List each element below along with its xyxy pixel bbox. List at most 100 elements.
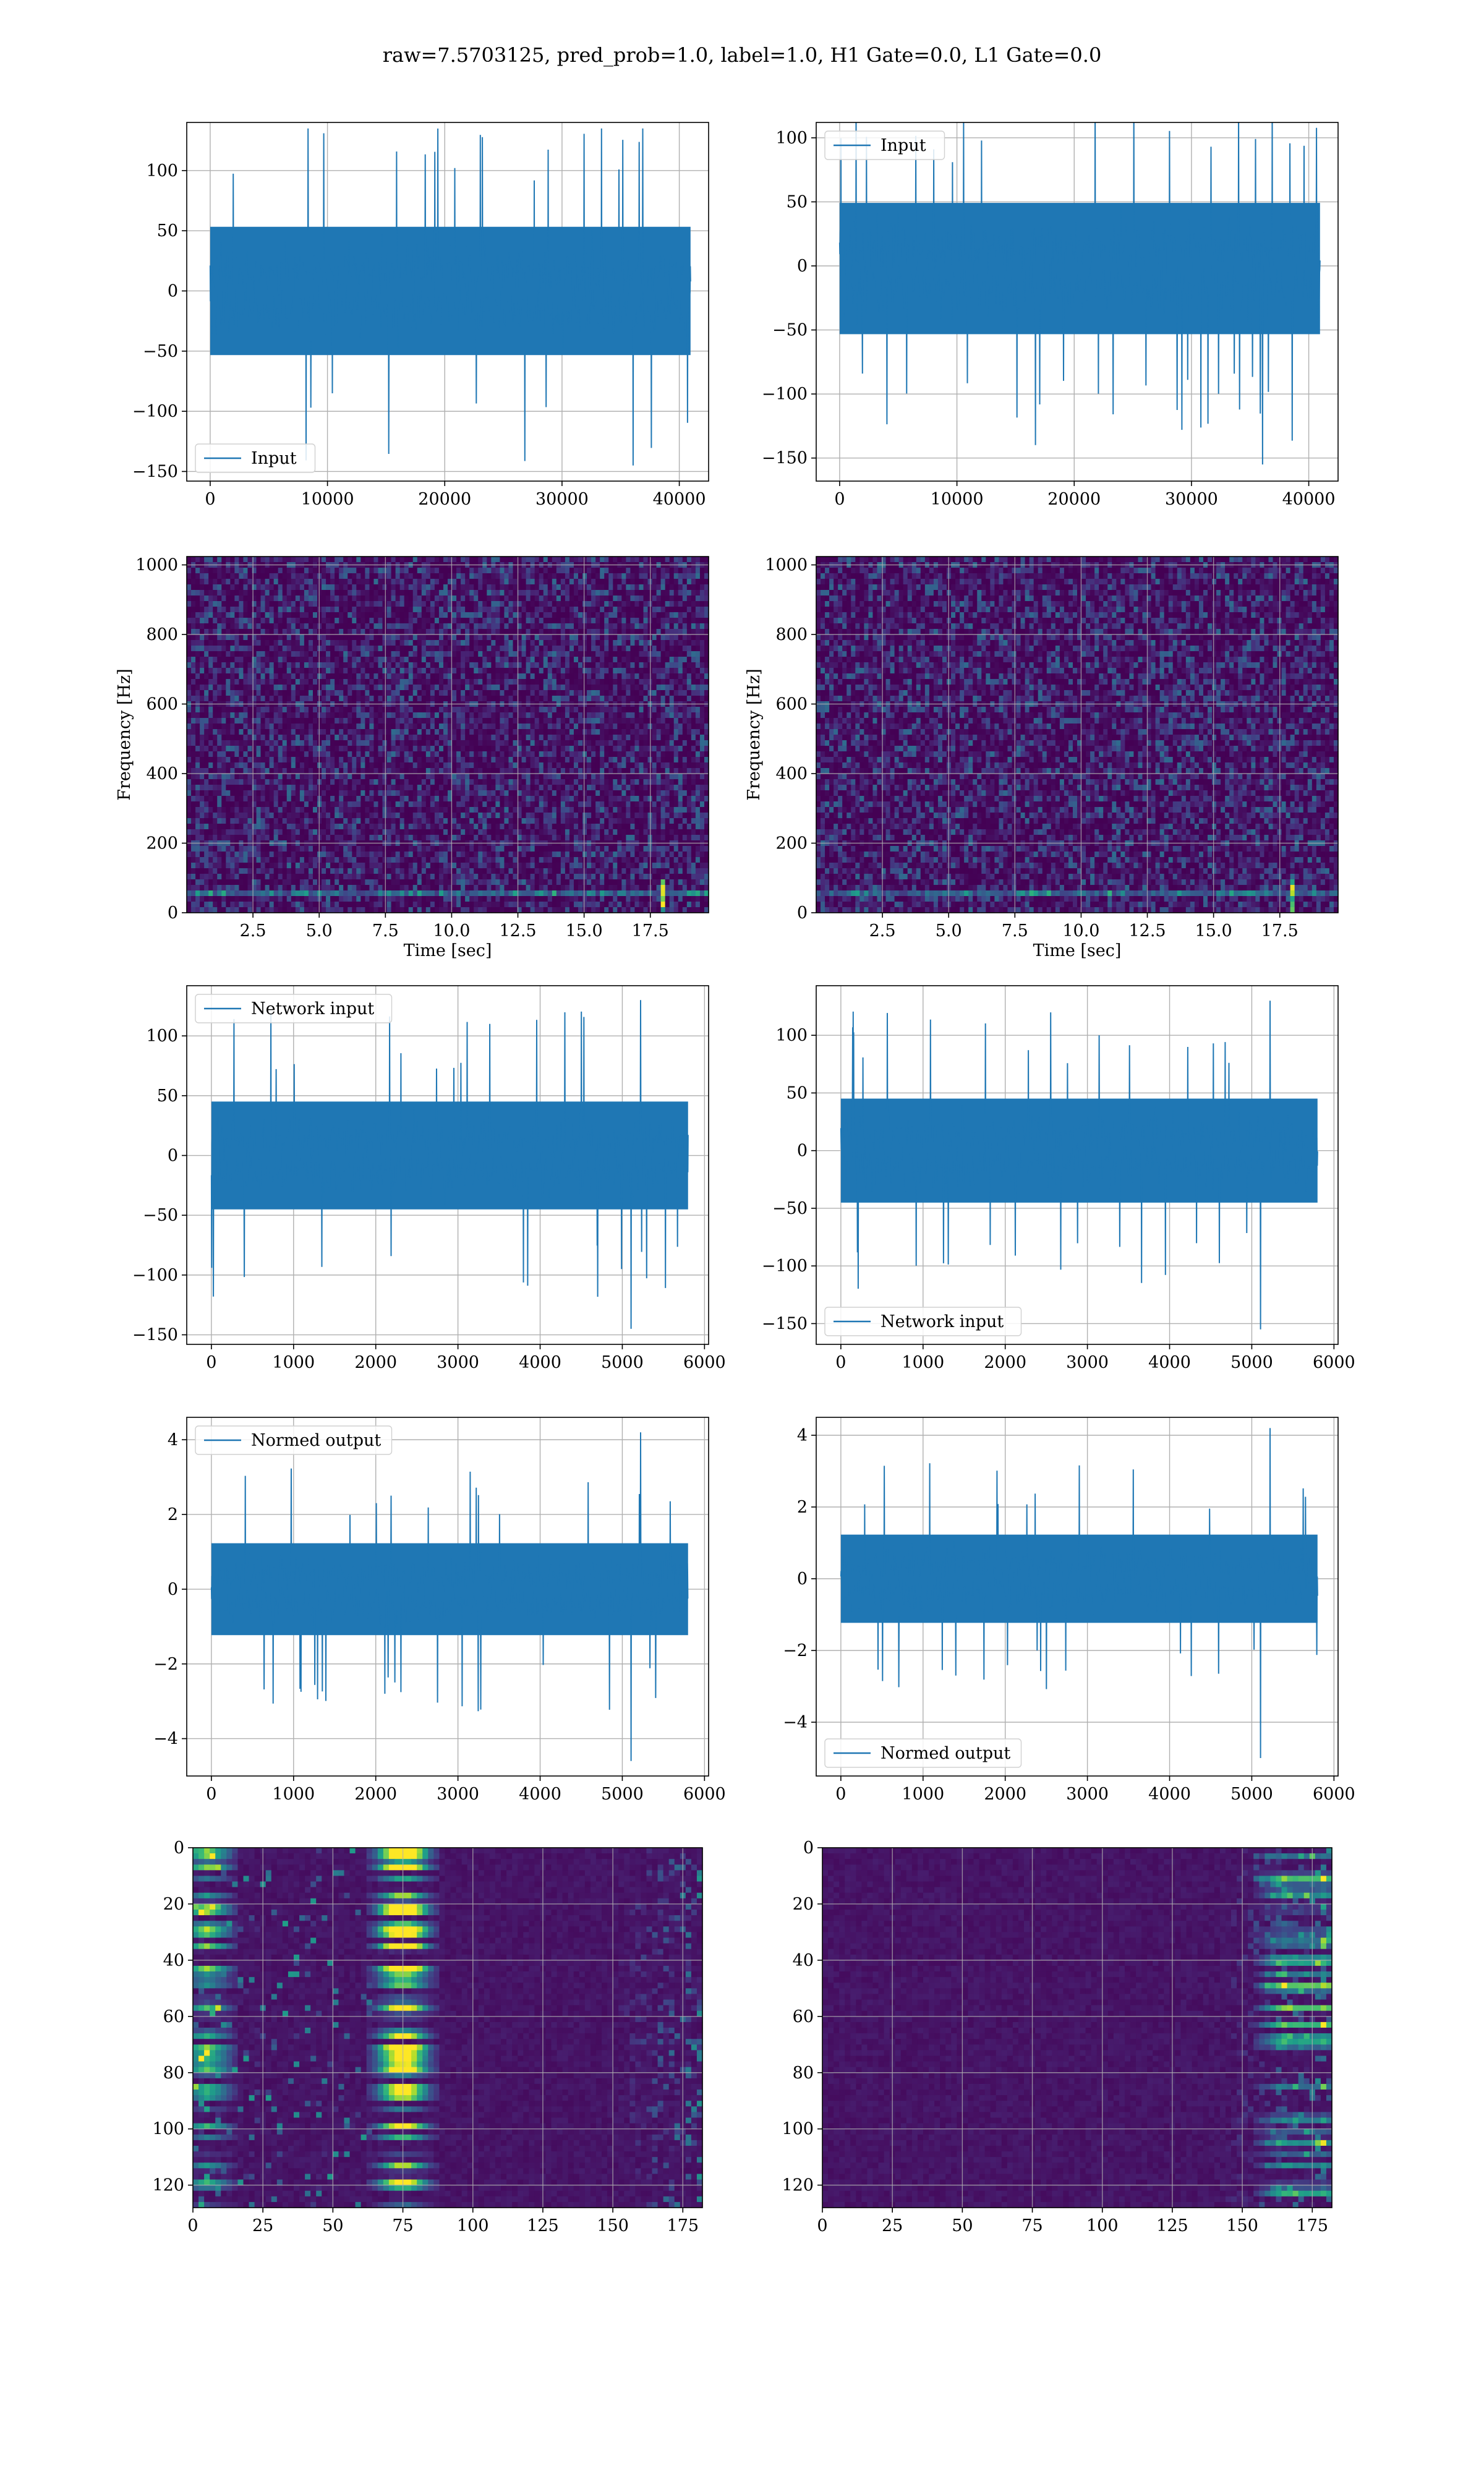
spectrogram-cell [661, 668, 666, 674]
spectrogram-cell [413, 662, 418, 668]
spectrogram-cell [330, 640, 335, 646]
spectrogram-cell [378, 696, 383, 702]
spectrogram-cell [696, 718, 701, 724]
spectrogram-cell [443, 618, 448, 624]
spectrogram-cell [617, 596, 622, 602]
spectrogram-cell [296, 623, 301, 630]
spectrogram-cell [696, 679, 701, 685]
spectrogram-cell [626, 673, 631, 680]
spectrogram-cell [456, 724, 461, 730]
spectrogram-cell [226, 657, 231, 663]
spectrogram-cell [230, 724, 235, 730]
spectrogram-cell [465, 679, 470, 685]
figure-title: raw=7.5703125, pred_prob=1.0, label=1.0,… [0, 43, 1484, 67]
spectrogram-cell [352, 634, 357, 641]
spectrogram-cell [352, 623, 357, 630]
spectrogram-cell [404, 768, 409, 774]
spectrogram-cell [283, 629, 288, 635]
spectrogram-cell [291, 651, 296, 657]
spectrogram-cell [578, 712, 583, 719]
spectrogram-cell [278, 662, 283, 668]
spectrogram-cell [296, 774, 301, 780]
spectrogram-cell [531, 584, 535, 591]
spectrogram-cell [621, 679, 626, 685]
spectrogram-cell [674, 640, 679, 646]
spectrogram-cell [335, 634, 339, 641]
spectrogram-cell [683, 596, 688, 602]
spectrogram-cell [691, 629, 696, 635]
spectrogram-cell [500, 685, 505, 691]
spectrogram-cell [373, 740, 378, 746]
spectrogram-cell [270, 779, 275, 785]
spectrogram-cell [652, 573, 657, 579]
spectrogram-cell [591, 707, 596, 713]
spectrogram-cell [426, 757, 431, 763]
spectrogram-cell [291, 607, 296, 613]
spectrogram-cell [422, 740, 427, 746]
spectrogram-cell [378, 718, 383, 724]
spectrogram-cell [687, 762, 692, 769]
spectrogram-cell [265, 651, 270, 657]
spectrogram-cell [239, 612, 244, 618]
spectrogram-cell [187, 557, 192, 563]
spectrogram-cell [213, 740, 218, 746]
spectrogram-cell [191, 735, 196, 741]
spectrogram-cell [283, 729, 288, 735]
spectrogram-cell [330, 568, 335, 574]
spectrogram-cell [400, 724, 405, 730]
spectrogram-cell [574, 590, 579, 596]
spectrogram-cell [417, 774, 422, 780]
spectrogram-cell [417, 612, 422, 618]
spectrogram-cell [343, 612, 348, 618]
spectrogram-cell [322, 596, 326, 602]
spectrogram-cell [578, 685, 583, 691]
spectrogram-cell [300, 729, 305, 735]
spectrogram-cell [621, 690, 626, 696]
spectrogram-cell [208, 629, 213, 635]
spectrogram-cell [644, 762, 649, 769]
spectrogram-cell [400, 740, 405, 746]
spectrogram-cell [422, 685, 427, 691]
spectrogram-cell [552, 662, 557, 668]
spectrogram-cell [608, 612, 613, 618]
spectrogram-cell [270, 618, 275, 624]
spectrogram-cell [608, 557, 613, 563]
spectrogram-cell [356, 762, 361, 769]
spectrogram-cell [630, 735, 635, 741]
spectrogram-cell [426, 673, 431, 680]
spectrogram-cell [661, 662, 666, 668]
spectrogram-cell [265, 718, 270, 724]
spectrogram-cell [191, 596, 196, 602]
spectrogram-cell [478, 634, 483, 641]
spectrogram-cell [234, 646, 239, 652]
spectrogram-cell [213, 757, 218, 763]
spectrogram-cell [221, 584, 226, 591]
spectrogram-cell [322, 729, 326, 735]
spectrogram-cell [456, 673, 461, 680]
spectrogram-cell [587, 629, 592, 635]
spectrogram-cell [239, 724, 244, 730]
spectrogram-cell [670, 623, 675, 630]
spectrogram-cell [369, 751, 374, 758]
spectrogram-cell [513, 662, 518, 668]
spectrogram-cell [604, 740, 609, 746]
spectrogram-cell [383, 668, 388, 674]
spectrogram-cell [474, 724, 479, 730]
spectrogram-cell [531, 690, 535, 696]
spectrogram-cell [217, 757, 222, 763]
spectrogram-cell [535, 596, 540, 602]
spectrogram-cell [304, 590, 309, 596]
spectrogram-cell [383, 634, 388, 641]
spectrogram-cell [591, 685, 596, 691]
spectrogram-cell [439, 740, 444, 746]
spectrogram-cell [208, 607, 213, 613]
spectrogram-cell [556, 757, 561, 763]
spectrogram-cell [191, 673, 196, 680]
spectrogram-cell [257, 757, 262, 763]
spectrogram-cell [691, 690, 696, 696]
spectrogram-cell [439, 573, 444, 579]
spectrogram-cell [217, 673, 222, 680]
spectrogram-cell [600, 640, 605, 646]
spectrogram-cell [243, 679, 248, 685]
spectrogram-cell [200, 612, 205, 618]
